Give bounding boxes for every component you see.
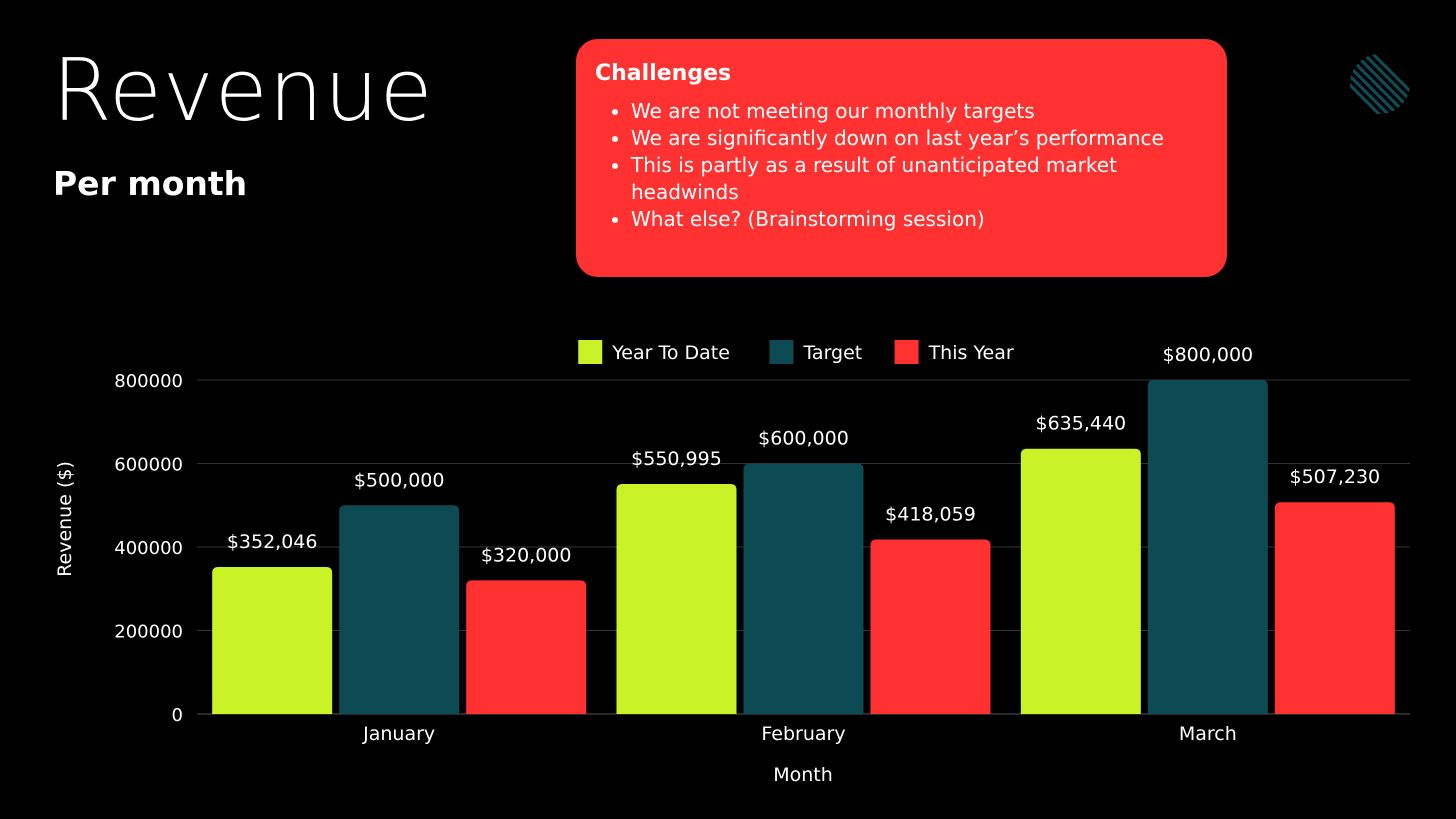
data-label: $320,000 [481,544,572,566]
y-tick-label: 800000 [114,371,183,392]
challenge-item: This is partly as a result of unanticipa… [631,152,1207,206]
data-label: $600,000 [758,428,849,450]
legend-label: This Year [928,342,1014,364]
x-axis-title: Month [773,764,833,786]
challenges-list: We are not meeting our monthly targets W… [595,98,1207,233]
challenges-heading: Challenges [595,61,732,86]
data-label: $635,440 [1035,413,1126,435]
challenge-item: We are not meeting our monthly targets [631,98,1207,125]
data-label: $418,059 [885,503,976,525]
y-tick-label: 0 [172,705,183,726]
y-axis-title: Revenue ($) [54,461,76,577]
challenge-item: We are significantly down on last year’s… [631,125,1207,152]
data-label: $550,995 [631,448,722,470]
x-tick-label: January [362,723,435,745]
slide-title: Revenue [52,41,434,141]
data-label: $500,000 [354,469,445,491]
data-label: $352,046 [227,531,318,553]
challenges-callout: Challenges We are not meeting our monthl… [576,39,1227,277]
y-tick-label: 200000 [114,622,183,643]
x-tick-label: March [1179,723,1237,745]
legend-swatch [769,340,794,364]
diagonal-stripes-icon [1350,54,1410,114]
bar [212,567,333,714]
data-label: $507,230 [1289,466,1380,488]
legend-swatch [578,340,603,364]
bar [870,539,991,714]
legend-label: Year To Date [611,342,730,364]
legend-label: Target [802,342,862,364]
legend-swatch [894,340,919,364]
bar [1147,380,1268,714]
bar [339,505,460,714]
y-tick-label: 400000 [114,538,183,559]
y-tick-label: 600000 [114,455,183,476]
bar [616,483,737,714]
bar [466,580,587,714]
challenge-item: What else? (Brainstorming session) [631,206,1207,233]
bar [1274,502,1395,714]
bar [743,463,864,714]
slide-subtitle: Per month [53,164,248,203]
bar [1020,448,1141,714]
data-label: $800,000 [1162,344,1253,366]
x-tick-label: February [761,723,845,745]
